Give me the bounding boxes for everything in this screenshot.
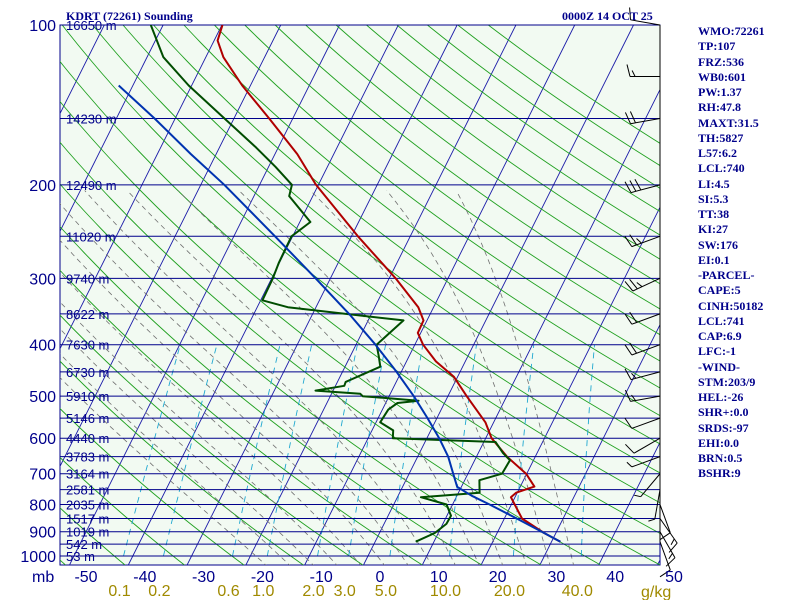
stat-item: TT:38 xyxy=(698,207,798,222)
stat-item: LCL:740 xyxy=(698,161,798,176)
plot-background xyxy=(60,25,660,565)
pressure-tick-label: 300 xyxy=(29,271,56,288)
stat-item: TP:107 xyxy=(698,39,798,54)
isotherm-line xyxy=(0,25,46,565)
height-label: 4440 m xyxy=(66,431,109,446)
temperature-tick-label: -30 xyxy=(192,569,215,586)
stat-item: FRZ:536 xyxy=(698,55,798,70)
stat-item: CAPE:5 xyxy=(698,283,798,298)
stat-item: LCL:741 xyxy=(698,314,798,329)
wind-barb-flag xyxy=(669,543,677,552)
height-label: 2581 m xyxy=(66,483,109,498)
stat-item: LFC:-1 xyxy=(698,344,798,359)
wind-barb-shaft xyxy=(660,519,677,544)
height-label: 3783 m xyxy=(66,450,109,465)
stat-item: PW:1.37 xyxy=(698,85,798,100)
stat-item: WMO:72261 xyxy=(698,24,798,39)
temperature-tick-label: 20 xyxy=(489,569,507,586)
station-title: KDRT (72261) Sounding xyxy=(66,9,193,24)
stat-item: STM:203/9 xyxy=(698,375,798,390)
height-label: 14230 m xyxy=(66,112,117,127)
pressure-tick-label: 1000 xyxy=(20,549,56,566)
pressure-tick-label: 600 xyxy=(29,431,56,448)
valid-time: 0000Z 14 OCT 25 xyxy=(562,9,653,24)
temperature-tick-label: -10 xyxy=(310,569,333,586)
stat-item: SI:5.3 xyxy=(698,192,798,207)
stat-item: EHI:0.0 xyxy=(698,436,798,451)
wind-barb-flag xyxy=(669,553,673,559)
stat-item: WB0:601 xyxy=(698,70,798,85)
mixing-ratio-label: 3.0 xyxy=(334,583,356,600)
mixing-unit-label: g/kg xyxy=(641,584,671,600)
stat-item: KI:27 xyxy=(698,222,798,237)
stat-item: BSHR:9 xyxy=(698,466,798,481)
temperature-tick-label: 30 xyxy=(548,569,566,586)
temperature-tick-label: 40 xyxy=(606,569,624,586)
pressure-tick-label: 400 xyxy=(29,338,56,355)
stat-item: TH:5827 xyxy=(698,131,798,146)
temperature-tick-label: 0 xyxy=(376,569,385,586)
dry-adiabat-line xyxy=(0,25,66,565)
height-label: 2035 m xyxy=(66,498,109,513)
pressure-tick-label: 500 xyxy=(29,389,56,406)
height-label: 5146 m xyxy=(66,411,109,426)
height-label: 11020 m xyxy=(66,229,116,244)
height-label: 12490 m xyxy=(66,178,117,193)
pressure-tick-label: 900 xyxy=(29,525,56,542)
mixing-ratio-label: 0.6 xyxy=(217,583,239,600)
stat-item: SRDS:-97 xyxy=(698,421,798,436)
y-unit-label: mb xyxy=(32,569,54,586)
pressure-tick-label: 700 xyxy=(29,467,56,484)
temperature-tick-label: 10 xyxy=(430,569,448,586)
stat-item: LI:4.5 xyxy=(698,177,798,192)
pressure-tick-label: 200 xyxy=(29,178,56,195)
wind-barb-shaft xyxy=(660,505,670,533)
temperature-tick-label: -20 xyxy=(251,569,274,586)
wind-barb-flag xyxy=(671,539,674,545)
height-label: 7630 m xyxy=(66,338,109,353)
height-label: 3164 m xyxy=(66,467,109,482)
stat-item: EI:0.1 xyxy=(698,253,798,268)
stat-item: HEL:-26 xyxy=(698,390,798,405)
stat-item: CINH:50182 xyxy=(698,299,798,314)
height-label: 9740 m xyxy=(66,271,109,286)
height-label: 53 m xyxy=(66,549,95,564)
stat-item: -WIND- xyxy=(698,360,798,375)
stat-item: RH:47.8 xyxy=(698,100,798,115)
stat-item: L57:6.2 xyxy=(698,146,798,161)
temperature-tick-label: -40 xyxy=(133,569,156,586)
pressure-tick-label: 800 xyxy=(29,498,56,515)
stat-item: SHR+:0.0 xyxy=(698,405,798,420)
stat-item: -PARCEL- xyxy=(698,268,798,283)
pressure-tick-label: 100 xyxy=(29,18,56,35)
stat-item: SW:176 xyxy=(698,238,798,253)
height-label: 5910 m xyxy=(66,389,109,404)
height-label: 6730 m xyxy=(66,365,109,380)
temperature-tick-label: -50 xyxy=(74,569,97,586)
height-label: 8622 m xyxy=(66,307,109,322)
mixing-ratio-label: 40.0 xyxy=(562,583,593,600)
mixing-ratio-label: 0.1 xyxy=(108,583,130,600)
stat-item: MAXT:31.5 xyxy=(698,116,798,131)
stat-item: BRN:0.5 xyxy=(698,451,798,466)
stat-item: CAP:6.9 xyxy=(698,329,798,344)
